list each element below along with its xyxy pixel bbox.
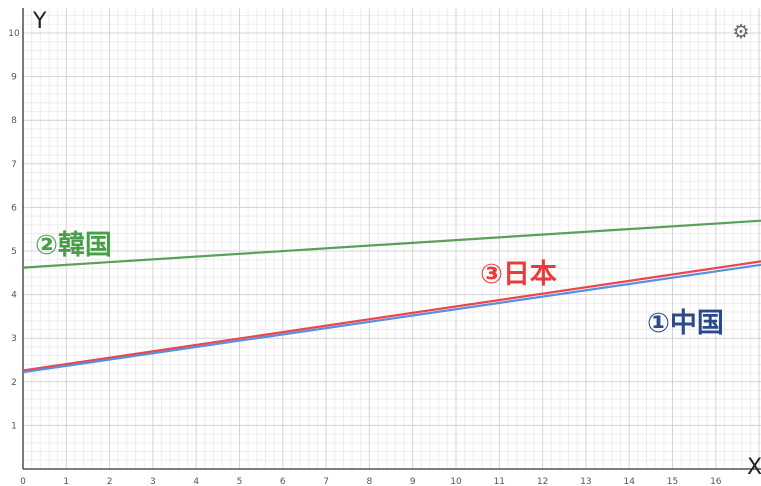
series-label-japan: ③日本 xyxy=(480,259,557,290)
x-tick-label: 10 xyxy=(450,477,462,486)
x-tick-label: 14 xyxy=(623,477,635,486)
y-axis-name: Y xyxy=(32,9,47,34)
y-tick-label: 1 xyxy=(11,421,17,431)
x-tick-label: 4 xyxy=(193,477,199,486)
x-tick-label: 7 xyxy=(323,477,329,486)
x-tick-label: 3 xyxy=(150,477,156,486)
series-line-1 xyxy=(22,260,761,372)
x-tick-label: 16 xyxy=(710,477,722,486)
y-tick-label: 10 xyxy=(8,29,20,39)
series-line-0 xyxy=(22,219,761,269)
minor-gridlines xyxy=(23,8,761,469)
y-tick-label: 4 xyxy=(11,291,17,301)
gear-icon[interactable]: ⚙ xyxy=(732,21,750,43)
series-line-2 xyxy=(22,263,761,374)
y-tick-label: 9 xyxy=(11,73,17,83)
y-tick-label: 3 xyxy=(11,334,17,344)
x-axis-name: X xyxy=(747,455,761,480)
x-tick-label: 6 xyxy=(280,477,286,486)
y-tick-label: 2 xyxy=(11,378,17,388)
y-tick-label: 5 xyxy=(11,247,17,257)
x-tick-label: 12 xyxy=(537,477,548,486)
series-lines xyxy=(22,219,761,374)
series-label-china: ①中国 xyxy=(647,308,724,339)
major-gridlines xyxy=(22,8,761,470)
axes xyxy=(22,8,761,470)
x-tick-label: 1 xyxy=(63,477,69,486)
x-tick-label: 0 xyxy=(20,477,26,486)
y-tick-label: 8 xyxy=(11,116,17,126)
x-tick-label: 11 xyxy=(494,477,505,486)
x-tick-label: 13 xyxy=(580,477,591,486)
y-tick-label: 6 xyxy=(11,203,17,213)
x-tick-label: 15 xyxy=(667,477,678,486)
x-tick-label: 8 xyxy=(367,477,373,486)
x-tick-label: 5 xyxy=(237,477,243,486)
x-tick-label: 9 xyxy=(410,477,416,486)
y-tick-label: 7 xyxy=(11,160,17,170)
series-label-korea: ②韓国 xyxy=(35,230,112,261)
x-tick-label: 2 xyxy=(107,477,113,486)
